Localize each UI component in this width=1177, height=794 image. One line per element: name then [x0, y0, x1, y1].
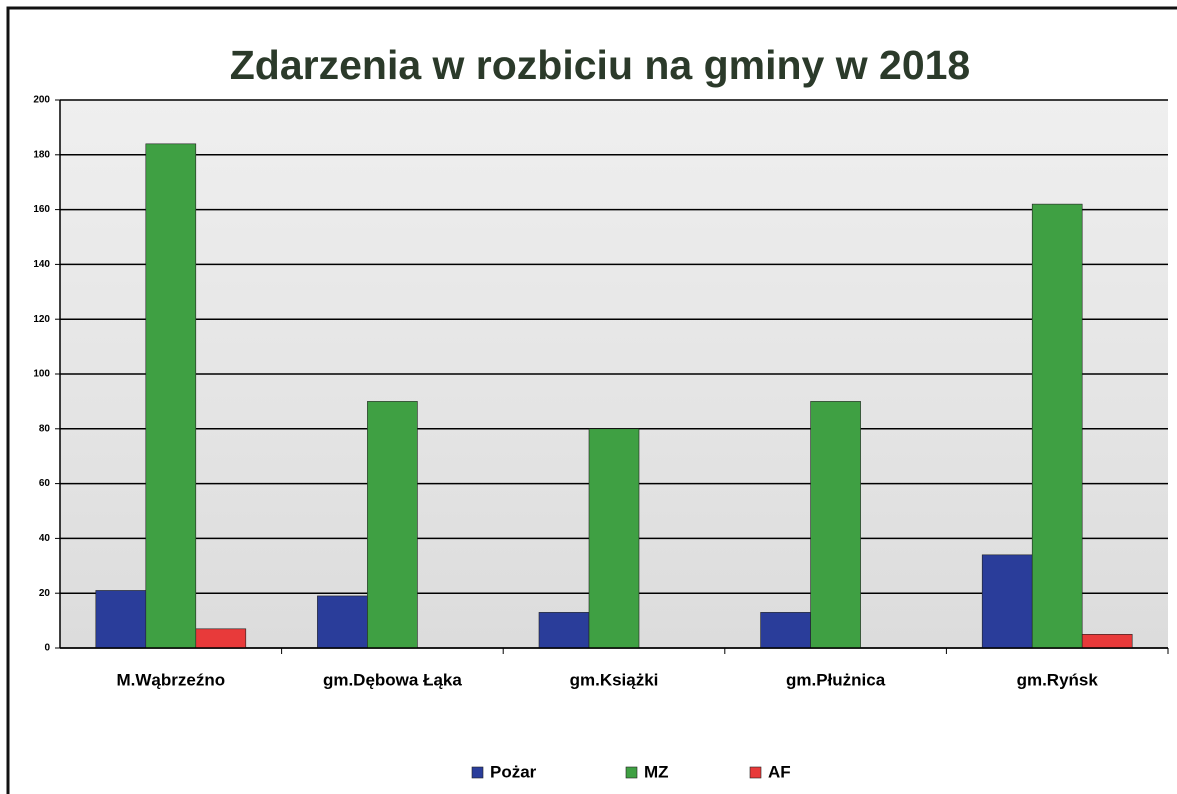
x-tick-label: gm.Książki: [570, 670, 659, 689]
x-tick-label: gm.Ryńsk: [1017, 670, 1099, 689]
bar: [538, 612, 590, 649]
frame: [6, 6, 1177, 794]
bar: [981, 554, 1033, 649]
x-tick-label: gm.Płużnica: [786, 670, 886, 689]
y-tick-label: 160: [33, 204, 50, 215]
bar: [145, 143, 197, 649]
legend-swatch: [749, 766, 762, 779]
y-tick-label: 120: [33, 314, 50, 325]
y-tick-label: 0: [44, 643, 50, 654]
y-tick-label: 100: [33, 369, 50, 380]
y-tick-label: 180: [33, 149, 50, 160]
y-tick-label: 80: [39, 423, 51, 434]
y-tick-label: 20: [39, 588, 51, 599]
bar: [195, 628, 247, 649]
bar: [1031, 203, 1083, 649]
y-tick-label: 200: [33, 95, 50, 106]
y-tick-label: 140: [33, 259, 50, 270]
bar: [810, 401, 861, 649]
legend-label: MZ: [644, 762, 669, 781]
x-tick-label: M.Wąbrzeźno: [116, 670, 225, 689]
bar: [760, 612, 811, 649]
chart-title: Zdarzenia w rozbiciu na gminy w 2018: [230, 42, 970, 88]
bar: [95, 590, 147, 649]
legend-label: Pożar: [490, 762, 537, 781]
bar: [367, 401, 418, 649]
legend-swatch: [471, 766, 484, 779]
bar: [588, 428, 640, 649]
legend-swatch: [625, 766, 638, 779]
x-tick-label: gm.Dębowa Łąka: [323, 670, 462, 689]
legend-label: AF: [768, 762, 791, 781]
y-tick-label: 40: [39, 533, 51, 544]
bar: [1081, 633, 1133, 649]
y-tick-label: 60: [39, 478, 51, 489]
bar: [317, 595, 368, 649]
